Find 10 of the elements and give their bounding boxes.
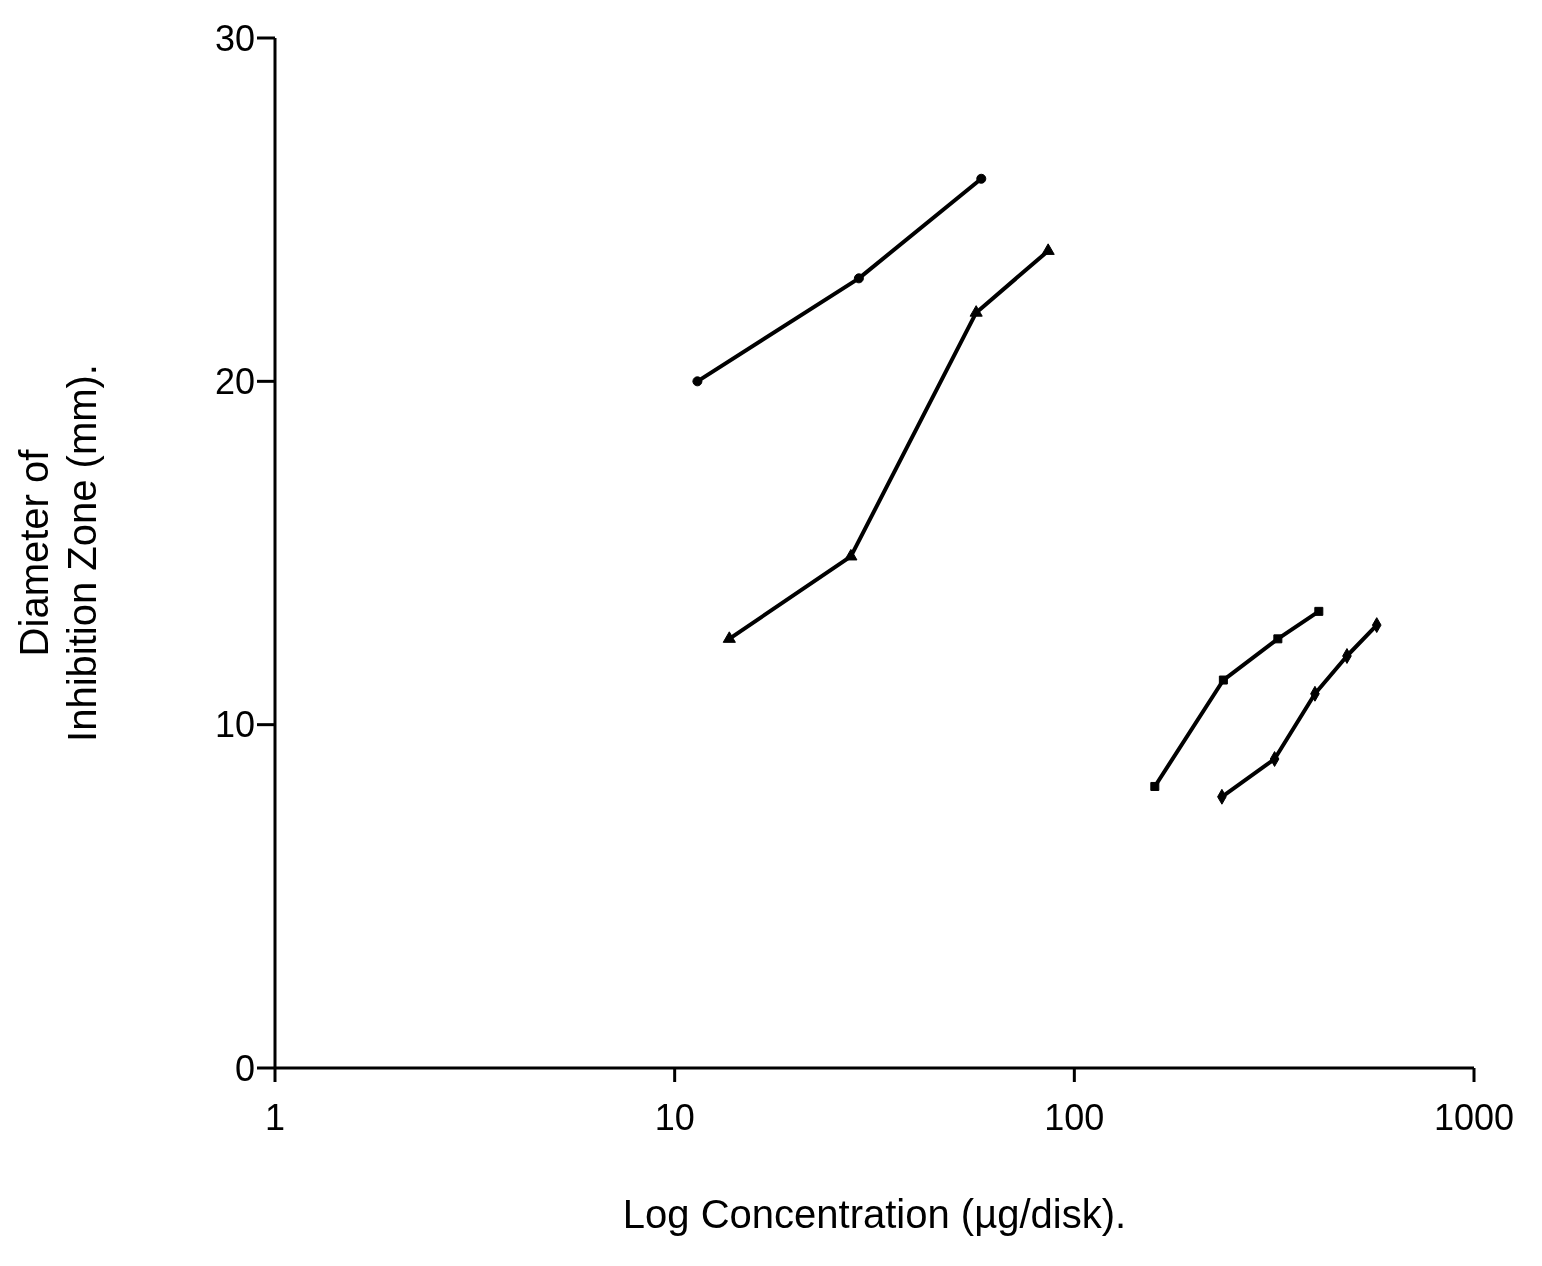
y-tick-label: 30: [214, 17, 255, 59]
x-tick-label: 10: [654, 1096, 695, 1138]
y-tick-label: 20: [214, 361, 255, 403]
x-axis-title: Log Concentration (µg/disk).: [622, 1192, 1127, 1236]
x-tick-label: 1: [264, 1096, 286, 1138]
y-tick-label: 10: [214, 704, 255, 746]
x-tick-label: 1000: [1433, 1096, 1515, 1138]
y-axis-title: Diameter of Inhibition Zone (mm).: [12, 364, 104, 742]
x-tick-label: 100: [1044, 1096, 1105, 1138]
y-tick-label: 0: [234, 1047, 255, 1089]
